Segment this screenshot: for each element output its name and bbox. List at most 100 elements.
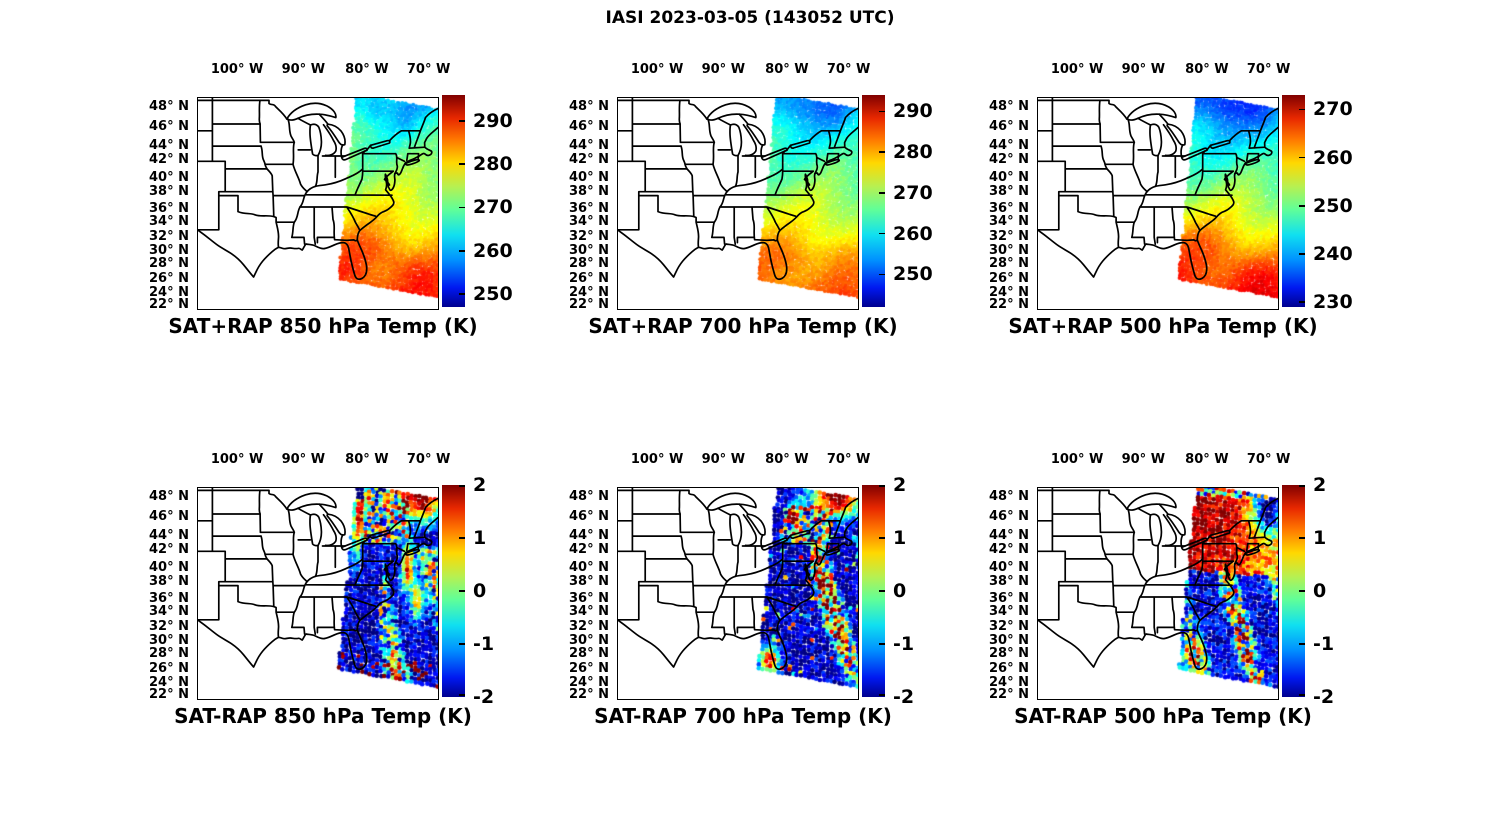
lon-tick-label: 80° W [345,452,389,467]
colorbar-tick-mark [879,151,885,153]
lat-tick-label: 30° N [149,243,189,259]
lat-tick-label: 30° N [569,633,609,649]
lat-tick-label: 22° N [149,686,189,702]
lon-tick-label: 100° W [630,62,684,77]
colorbar-tick-label: 250 [893,263,933,286]
colorbar-tick-label: 290 [473,109,513,132]
colorbar-tick-mark [1299,590,1305,592]
lat-tick-label: 46° N [149,118,189,134]
lat-tick-label: 40° N [989,559,1029,575]
lat-tick-label: 38° N [569,573,609,589]
colorbar-tick-label: 1 [473,527,487,549]
colorbar-tick-label: 260 [473,239,513,262]
lat-tick-label: 44° N [989,137,1029,153]
colorbar-tick-label: 2 [1313,474,1327,496]
lat-tick-label: 42° N [989,542,1029,558]
colorbar-tick-label: -2 [473,686,495,708]
panel-sat-plus-rap-700: SAT+RAP 700 hPa Temp (K) 100° W 90° W 80° … [547,60,947,350]
us-state-map [1038,98,1278,281]
panel-title: SAT+RAP 500 hPa Temp (K) [1008,314,1318,338]
lat-tick-label: 30° N [989,243,1029,259]
colorbar-tick-label: 1 [893,527,907,549]
us-state-map [618,488,858,671]
lat-tick-label: 30° N [149,633,189,649]
lon-tick-label: 100° W [1050,62,1104,77]
lon-tick-label: 70° W [1246,452,1291,467]
colorbar-tick-mark [1299,301,1305,303]
figure-title: IASI 2023-03-05 (143052 UTC) [605,8,895,28]
colorbar-tick-mark [459,694,465,696]
panel-sat-minus-rap-700: SAT-RAP 700 hPa Temp (K) 100° W 90° W 80° … [547,450,947,740]
lat-tick-label: 44° N [569,527,609,543]
colorbar-tick-label: 250 [473,283,513,306]
colorbar-tick-label: 240 [1313,243,1353,265]
colorbar-tick-label: -2 [1313,686,1335,708]
lon-tick-label: 90° W [281,62,326,77]
colorbar-tick-mark [459,537,465,539]
colorbar-tick-mark [879,694,885,696]
colorbar-tick-mark [879,537,885,539]
lon-tick-label: 70° W [406,62,451,77]
lat-tick-label: 22° N [569,686,609,702]
lon-tick-label: 80° W [1185,62,1229,77]
lat-tick-label: 22° N [989,296,1029,312]
lat-tick-label: 48° N [149,489,189,505]
lat-tick-label: 36° N [989,591,1029,607]
lon-tick-label: 70° W [826,62,871,77]
lat-tick-label: 24° N [569,675,609,691]
colorbar-tick-label: -2 [893,686,915,708]
panel-title: SAT-RAP 700 hPa Temp (K) [594,704,892,728]
lat-tick-label: 44° N [989,527,1029,543]
lat-tick-label: 24° N [989,285,1029,301]
lat-tick-label: 34° N [569,604,609,620]
lon-tick-label: 70° W [406,452,451,467]
lat-tick-label: 38° N [149,573,189,589]
lat-tick-label: 32° N [989,228,1029,244]
colorbar-tick-label: 250 [1313,194,1353,217]
lat-tick-label: 40° N [569,559,609,575]
colorbar-tick-mark [1299,253,1305,255]
colorbar [862,95,885,307]
lon-tick-label: 100° W [630,452,684,467]
lat-tick-label: 34° N [149,214,189,230]
lat-tick-label: 42° N [149,152,189,168]
colorbar [1282,95,1305,307]
lat-tick-label: 48° N [569,489,609,505]
lat-tick-label: 28° N [149,255,189,271]
lat-tick-label: 40° N [989,169,1029,185]
lat-tick-label: 40° N [149,169,189,185]
lon-tick-label: 80° W [345,62,389,77]
colorbar-tick-label: 1 [1313,527,1327,549]
lon-tick-label: 90° W [701,62,746,77]
lat-tick-label: 22° N [569,296,609,312]
lat-tick-label: 32° N [149,618,189,634]
lat-tick-label: 46° N [989,508,1029,524]
colorbar [442,95,465,307]
lat-tick-label: 36° N [149,201,189,217]
lon-tick-label: 100° W [210,62,264,77]
colorbar-tick-label: 280 [893,141,933,164]
lat-tick-label: 36° N [149,591,189,607]
us-state-map [618,98,858,281]
lon-tick-label: 70° W [1246,62,1291,77]
colorbar-tick-mark [459,643,465,645]
lat-tick-label: 34° N [569,214,609,230]
lat-tick-label: 32° N [569,618,609,634]
colorbar-tick-label: 230 [1313,291,1353,314]
lat-tick-label: 46° N [989,118,1029,134]
lon-tick-label: 90° W [1121,62,1166,77]
lat-tick-label: 32° N [149,228,189,244]
colorbar-tick-mark [1299,485,1305,487]
us-state-map [198,488,438,671]
panel-sat-plus-rap-500: SAT+RAP 500 hPa Temp (K) 100° W 90° W 80° … [967,60,1367,350]
colorbar-tick-mark [459,163,465,166]
colorbar-tick-label: 260 [893,222,933,245]
lat-tick-label: 22° N [149,296,189,312]
lon-tick-label: 80° W [765,452,809,467]
lat-tick-label: 26° N [149,270,189,286]
colorbar-tick-label: -1 [473,633,495,655]
lat-tick-label: 44° N [149,137,189,153]
map-area [617,97,859,310]
panel-title: SAT-RAP 500 hPa Temp (K) [1014,704,1312,728]
lat-tick-label: 34° N [989,604,1029,620]
